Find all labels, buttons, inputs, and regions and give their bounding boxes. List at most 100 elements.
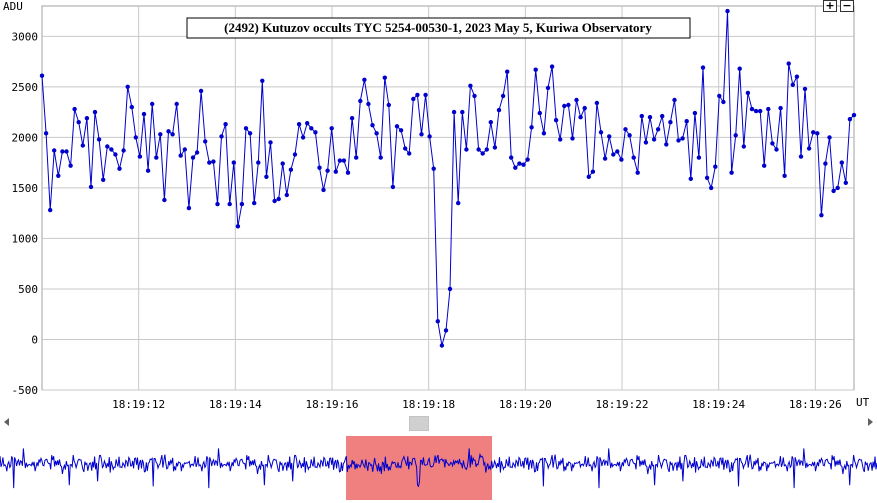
data-point: [105, 144, 110, 149]
chart-title: (2492) Kutuzov occults TYC 5254-00530-1,…: [224, 20, 652, 35]
data-point: [419, 132, 424, 137]
data-point: [590, 169, 596, 174]
data-point: [411, 96, 416, 102]
data-point: [774, 147, 779, 152]
data-point: [113, 152, 118, 157]
data-point: [227, 201, 232, 207]
data-point: [582, 105, 587, 111]
overview-selection-window[interactable]: [346, 436, 492, 500]
data-point: [170, 132, 175, 137]
data-point: [313, 130, 318, 135]
data-point: [553, 118, 559, 123]
x-tick-label: 18:19:12: [112, 398, 165, 411]
data-point: [276, 196, 281, 202]
data-point: [602, 156, 608, 161]
data-point: [76, 120, 81, 125]
scrollbar-thumb[interactable]: [409, 416, 429, 431]
data-point: [333, 169, 338, 174]
data-point: [500, 93, 506, 99]
data-point: [468, 83, 473, 89]
data-point: [529, 125, 534, 130]
data-point: [268, 140, 273, 145]
data-point: [349, 116, 355, 121]
data-point: [239, 201, 245, 207]
data-point: [729, 170, 734, 175]
data-point: [252, 200, 257, 206]
data-point: [574, 97, 579, 103]
x-tick-label: 18:19:24: [692, 398, 745, 411]
data-point: [806, 146, 812, 151]
data-point: [578, 115, 583, 120]
data-point: [488, 120, 493, 125]
data-point: [390, 184, 396, 190]
data-point: [101, 177, 106, 182]
data-point: [443, 328, 449, 333]
data-point: [778, 105, 783, 111]
data-point: [92, 109, 98, 115]
data-point: [794, 74, 800, 79]
data-point: [194, 150, 200, 155]
data-point: [211, 159, 216, 164]
data-point: [594, 100, 600, 106]
x-tick-label: 18:19:16: [306, 398, 359, 411]
data-point: [64, 149, 69, 154]
data-point: [305, 121, 310, 126]
data-point: [456, 200, 461, 206]
data-point: [660, 113, 665, 119]
data-point: [668, 120, 673, 125]
data-point: [549, 64, 555, 69]
data-point: [533, 67, 538, 72]
data-point: [505, 69, 510, 74]
data-point: [664, 142, 669, 147]
y-tick-label: 1000: [12, 232, 39, 245]
data-point: [839, 160, 844, 165]
data-point: [509, 155, 514, 160]
x-tick-label: 18:19:22: [596, 398, 649, 411]
data-point: [415, 92, 420, 98]
data-point: [647, 115, 653, 120]
overview-navigator[interactable]: [0, 430, 877, 503]
data-point: [627, 133, 632, 138]
data-point: [635, 170, 640, 175]
data-point: [72, 106, 77, 112]
data-point: [480, 151, 485, 156]
data-point: [374, 131, 379, 136]
y-tick-label: -500: [12, 384, 39, 397]
data-point: [753, 108, 759, 114]
data-point: [133, 135, 138, 140]
y-tick-label: 2000: [12, 131, 39, 144]
data-point: [831, 188, 836, 194]
data-point: [696, 155, 702, 160]
data-point: [362, 77, 367, 83]
data-point: [721, 99, 726, 105]
data-point: [851, 112, 857, 118]
y-tick-label: 500: [18, 283, 38, 296]
data-point: [492, 145, 498, 150]
data-point: [190, 155, 196, 160]
data-point: [607, 134, 612, 139]
data-point: [341, 158, 347, 163]
data-point: [651, 137, 657, 142]
data-point: [704, 175, 710, 180]
grid-lines: [41, 5, 855, 391]
data-point: [758, 108, 763, 114]
data-point: [688, 176, 693, 181]
data-point: [484, 147, 489, 152]
scroll-right-arrow-icon[interactable]: [866, 417, 874, 427]
y-tick-label: 0: [31, 333, 38, 346]
data-point: [680, 136, 685, 141]
zoom-in-button[interactable]: +: [823, 0, 837, 12]
data-point: [182, 147, 187, 152]
data-point: [186, 205, 192, 211]
y-tick-label: 2500: [12, 81, 39, 94]
data-point: [247, 131, 253, 136]
scroll-left-arrow-icon[interactable]: [3, 417, 11, 427]
data-point: [741, 144, 746, 149]
data-point: [84, 116, 90, 121]
data-point: [615, 149, 620, 154]
zoom-out-button[interactable]: −: [840, 0, 854, 12]
data-point: [198, 88, 204, 94]
horizontal-scrollbar[interactable]: [0, 415, 877, 431]
data-point: [39, 73, 45, 78]
